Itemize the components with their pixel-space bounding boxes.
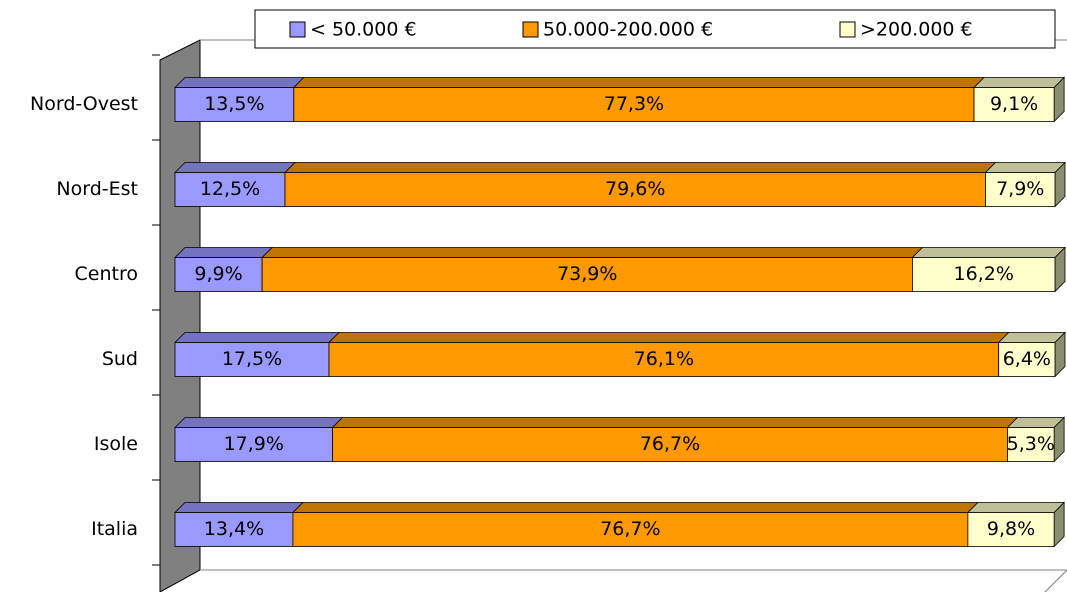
value-label: 6,4% bbox=[1003, 348, 1051, 370]
category-label: Nord-Est bbox=[56, 178, 138, 200]
floor-edge bbox=[1044, 569, 1067, 592]
bar bbox=[174, 87, 295, 122]
bar-top bbox=[174, 332, 340, 343]
bar-top bbox=[174, 502, 304, 513]
value-label: 77,3% bbox=[604, 93, 664, 115]
legend-swatch bbox=[839, 21, 856, 38]
bar-top bbox=[174, 417, 344, 428]
value-label: 76,1% bbox=[634, 348, 694, 370]
bar bbox=[1007, 427, 1055, 462]
bar bbox=[332, 427, 1008, 462]
bar-top bbox=[284, 162, 997, 173]
bar-top bbox=[174, 162, 296, 173]
legend bbox=[254, 9, 1056, 49]
category-label: Centro bbox=[75, 263, 138, 285]
bar-top bbox=[973, 77, 1066, 88]
legend-label: 50.000-200.000 € bbox=[543, 19, 713, 41]
value-label: 73,9% bbox=[557, 263, 617, 285]
value-label: 9,8% bbox=[987, 518, 1035, 540]
bar-top bbox=[174, 247, 274, 258]
legend-label: >200.000 € bbox=[860, 19, 973, 41]
bar bbox=[973, 87, 1055, 122]
bar-top bbox=[984, 162, 1066, 173]
value-label: 12,5% bbox=[200, 178, 260, 200]
bar-top bbox=[174, 77, 305, 88]
bar bbox=[292, 512, 969, 547]
bar bbox=[284, 172, 986, 207]
bar bbox=[174, 172, 286, 207]
bar bbox=[985, 172, 1056, 207]
bar bbox=[912, 257, 1056, 292]
category-label: Italia bbox=[91, 518, 138, 540]
bar-top bbox=[291, 502, 979, 513]
bar-top bbox=[997, 332, 1066, 343]
value-label: 7,9% bbox=[996, 178, 1044, 200]
category-label: Isole bbox=[94, 433, 138, 455]
value-label: 76,7% bbox=[600, 518, 660, 540]
value-label: 9,1% bbox=[990, 93, 1038, 115]
category-label: Nord-Ovest bbox=[30, 93, 138, 115]
bar bbox=[967, 512, 1055, 547]
bar-top bbox=[911, 247, 1066, 258]
value-label: 79,6% bbox=[605, 178, 665, 200]
bar-top bbox=[292, 77, 986, 88]
bar-top bbox=[261, 247, 924, 258]
value-label: 13,4% bbox=[204, 518, 264, 540]
legend-swatch bbox=[522, 21, 539, 38]
value-label: 13,5% bbox=[204, 93, 264, 115]
value-label: 16,2% bbox=[954, 263, 1014, 285]
value-label: 76,7% bbox=[640, 433, 700, 455]
bar bbox=[998, 342, 1056, 377]
value-label: 9,9% bbox=[194, 263, 242, 285]
legend-label: < 50.000 € bbox=[310, 19, 417, 41]
value-label: 5,3% bbox=[1007, 433, 1055, 455]
bar bbox=[293, 87, 975, 122]
bar-top bbox=[966, 502, 1066, 513]
bar-top bbox=[328, 332, 1010, 343]
category-label: Sud bbox=[102, 348, 138, 370]
bar bbox=[261, 257, 913, 292]
bar bbox=[174, 342, 330, 377]
value-label: 17,5% bbox=[222, 348, 282, 370]
value-label: 17,9% bbox=[224, 433, 284, 455]
bar-top bbox=[331, 417, 1019, 428]
bar bbox=[174, 257, 263, 292]
bar bbox=[174, 512, 294, 547]
legend-swatch bbox=[289, 21, 306, 38]
bar bbox=[328, 342, 1000, 377]
